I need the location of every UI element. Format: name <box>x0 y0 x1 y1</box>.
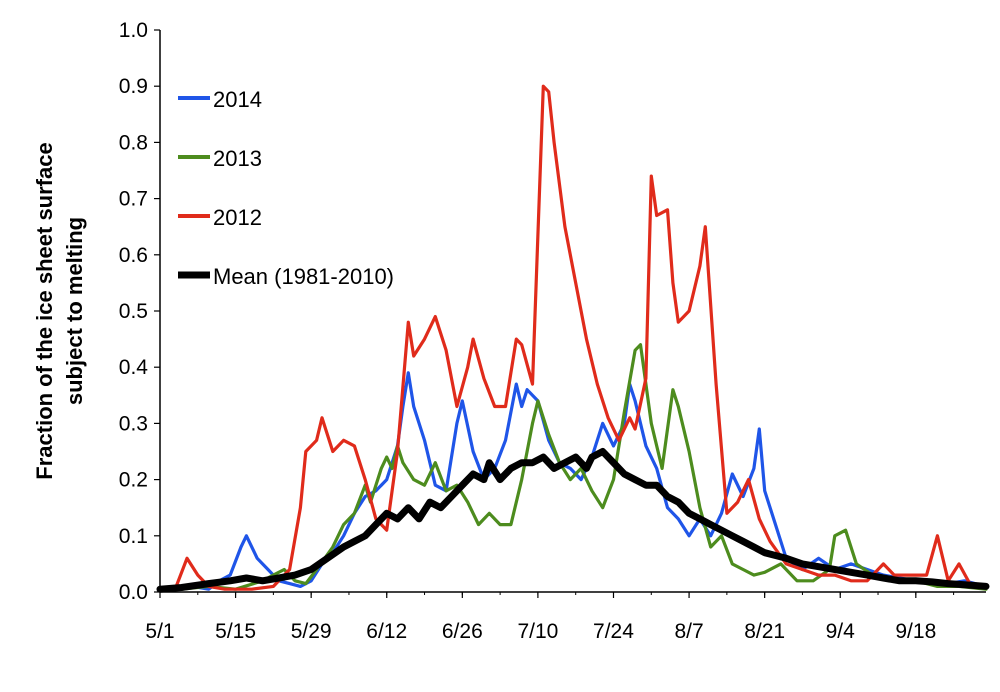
x-tick-label: 7/24 <box>593 620 634 643</box>
y-tick-label: 0.6 <box>119 244 148 267</box>
y-tick-labels: 0.0 0.1 0.2 0.3 0.4 0.5 0.6 0.7 0.8 0.9 1.0 <box>119 19 149 604</box>
y-tick-label: 0.2 <box>119 469 148 492</box>
x-tick-label: 5/15 <box>215 620 256 643</box>
series-line-2013 <box>158 343 988 591</box>
y-axis-label: Fraction of the ice sheet surface subject… <box>32 142 87 479</box>
y-tick-label: 0.3 <box>119 412 148 435</box>
y-axis-label-line: subject to melting <box>62 217 87 405</box>
series-line-2012 <box>158 84 988 591</box>
x-tick-label: 8/7 <box>674 620 703 643</box>
y-tick-label: 0.5 <box>119 300 148 323</box>
y-tick-label: 0.1 <box>119 525 148 548</box>
legend-label: 2013 <box>213 146 262 171</box>
legend-label: 2014 <box>213 87 262 112</box>
x-tick-label: 7/10 <box>517 620 558 643</box>
x-tick-label: 5/29 <box>291 620 332 643</box>
x-tick-label: 6/12 <box>366 620 407 643</box>
y-tick-label: 0.0 <box>119 581 148 604</box>
y-tick-label: 0.8 <box>119 131 148 154</box>
y-tick-label: 0.7 <box>119 188 148 211</box>
legend: 2014 2013 2012 Mean (1981-2010) <box>178 87 394 289</box>
y-axis-label-line: Fraction of the ice sheet surface <box>32 142 57 479</box>
axes <box>154 29 986 598</box>
series-line-mean-1981-2010 <box>156 448 990 593</box>
x-tick-label: 6/26 <box>442 620 483 643</box>
x-tick-labels: 5/1 5/15 5/29 6/12 6/26 7/10 7/24 8/7 8/21 9/4 9/1… <box>145 620 936 643</box>
x-tick-label: 9/18 <box>895 620 936 643</box>
x-tick-label: 9/4 <box>826 620 856 643</box>
series-lines <box>156 84 990 593</box>
x-tick-label: 8/21 <box>744 620 785 643</box>
x-tick-label: 5/1 <box>145 620 174 643</box>
y-tick-label: 0.4 <box>119 356 149 379</box>
legend-label: Mean (1981-2010) <box>213 264 394 289</box>
y-tick-label: 1.0 <box>119 19 148 42</box>
y-tick-label: 0.9 <box>119 75 148 98</box>
legend-label: 2012 <box>213 205 262 230</box>
